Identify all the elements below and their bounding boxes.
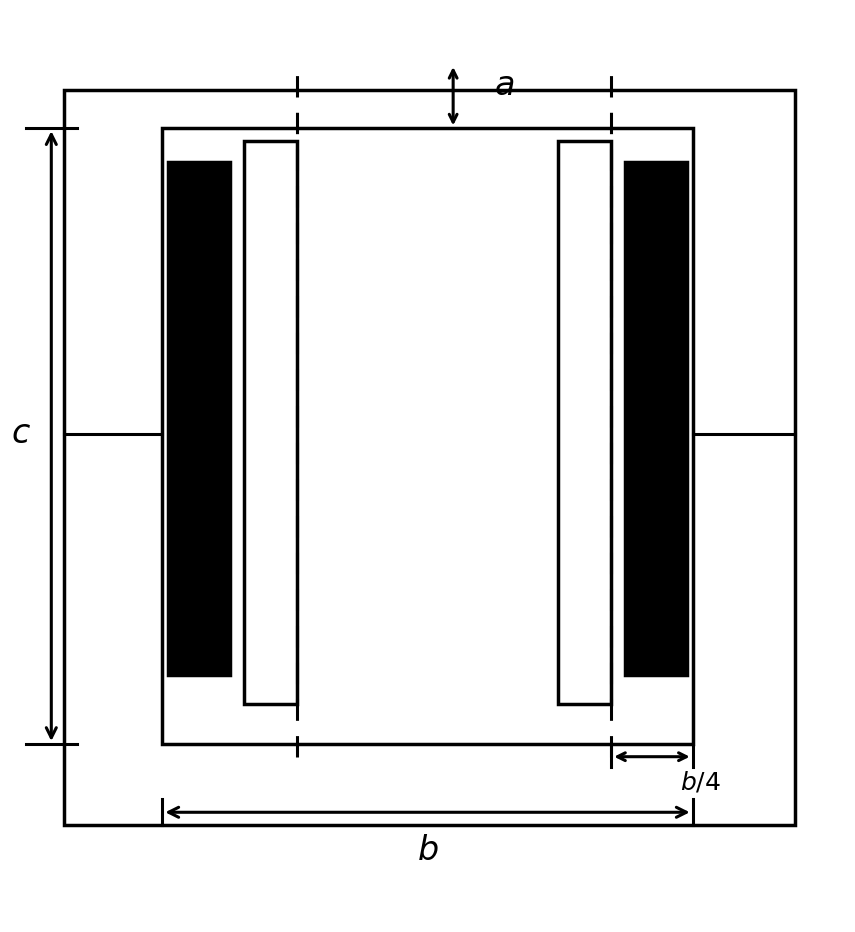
Bar xyxy=(64,89,795,825)
Bar xyxy=(162,129,693,744)
Text: $b$: $b$ xyxy=(416,834,439,868)
Text: $c$: $c$ xyxy=(11,417,32,450)
Bar xyxy=(168,162,230,676)
Bar xyxy=(625,162,687,676)
Bar xyxy=(244,141,297,704)
Text: $b/4$: $b/4$ xyxy=(680,770,721,795)
Text: $a$: $a$ xyxy=(494,69,515,102)
Bar xyxy=(558,141,611,704)
